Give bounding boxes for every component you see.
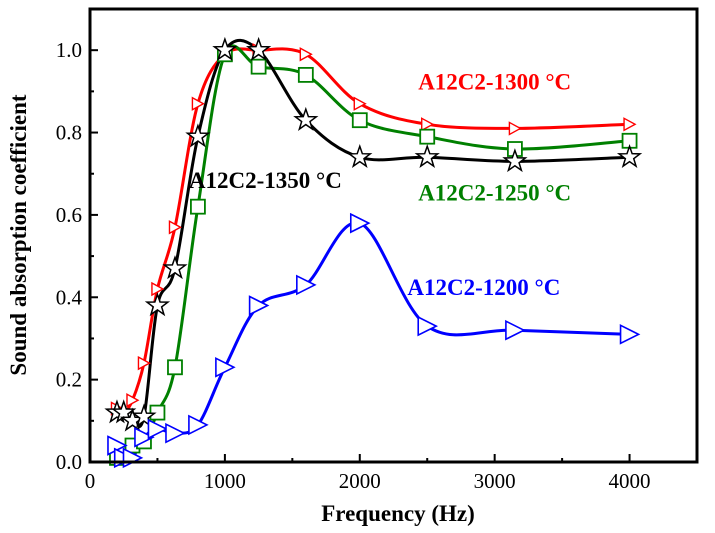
data-point-series-3	[215, 356, 236, 378]
data-point-series-0	[168, 220, 182, 235]
data-point-series-2	[212, 36, 238, 61]
data-point-series-2	[245, 36, 272, 61]
data-point-series-0	[151, 281, 165, 297]
series-label-1: A12C2-1250 °C	[418, 180, 571, 205]
y-tick-label: 0.0	[56, 450, 82, 474]
series-label-2: A12C2-1350 °C	[189, 168, 342, 193]
data-point-series-3	[296, 274, 317, 296]
x-tick-label: 2000	[339, 469, 381, 493]
data-point-series-2	[131, 403, 157, 428]
series-markers	[104, 36, 643, 469]
data-point-series-2	[162, 255, 188, 280]
data-point-series-3	[147, 418, 169, 440]
data-point-series-1	[190, 198, 206, 215]
data-point-series-0	[299, 47, 313, 62]
x-tick-label: 1000	[204, 469, 246, 493]
x-tick-label: 3000	[474, 469, 516, 493]
data-point-series-3	[505, 319, 526, 341]
data-point-series-1	[167, 359, 183, 376]
data-point-series-3	[417, 315, 439, 337]
data-point-series-2	[144, 292, 171, 317]
data-point-series-2	[616, 143, 643, 168]
y-tick-label: 0.2	[56, 368, 82, 392]
data-point-series-2	[293, 106, 319, 131]
y-tick-label: 0.6	[56, 203, 82, 227]
axis-ticks	[89, 8, 631, 463]
data-point-series-2	[502, 148, 528, 173]
data-point-series-0	[353, 96, 367, 111]
data-point-series-0	[126, 393, 140, 408]
series-labels: A12C2-1300 °C A12C2-1250 °C A12C2-1350 °C A…	[189, 69, 571, 300]
data-point-series-0	[623, 117, 637, 132]
data-point-series-3	[165, 422, 186, 444]
plot-frame	[88, 7, 699, 464]
x-tick-label: 0	[85, 469, 96, 493]
y-tick-label: 1.0	[56, 38, 82, 62]
y-tick-label: 0.8	[56, 121, 82, 145]
data-point-series-1	[351, 112, 368, 129]
data-point-series-0	[508, 121, 522, 136]
x-axis-title: Frequency (Hz)	[321, 501, 475, 526]
data-point-series-3	[349, 212, 371, 234]
series-label-0: A12C2-1300 °C	[418, 69, 571, 94]
data-point-series-2	[347, 143, 373, 168]
data-point-series-2	[414, 143, 440, 168]
data-point-series-3	[248, 295, 270, 316]
data-point-series-3	[188, 414, 209, 436]
data-point-series-1	[297, 66, 314, 83]
x-tick-label: 4000	[609, 469, 651, 493]
data-point-series-0	[191, 96, 205, 111]
data-point-series-1	[250, 58, 267, 75]
data-point-series-3	[619, 324, 641, 345]
data-point-series-0	[137, 355, 151, 371]
series-label-3: A12C2-1200 °C	[407, 275, 560, 300]
y-axis-title: Sound absorption coefficient	[6, 94, 31, 375]
y-tick-label: 0.4	[56, 285, 83, 309]
data-point-series-2	[185, 123, 211, 148]
data-point-series-1	[419, 128, 436, 145]
axis-tick-labels: 0 1000 2000 3000 4000 0.0 0.2 0.4 0.6 0.8 1.0	[56, 38, 651, 493]
data-point-series-3	[134, 426, 155, 448]
data-point-series-0	[421, 117, 435, 132]
